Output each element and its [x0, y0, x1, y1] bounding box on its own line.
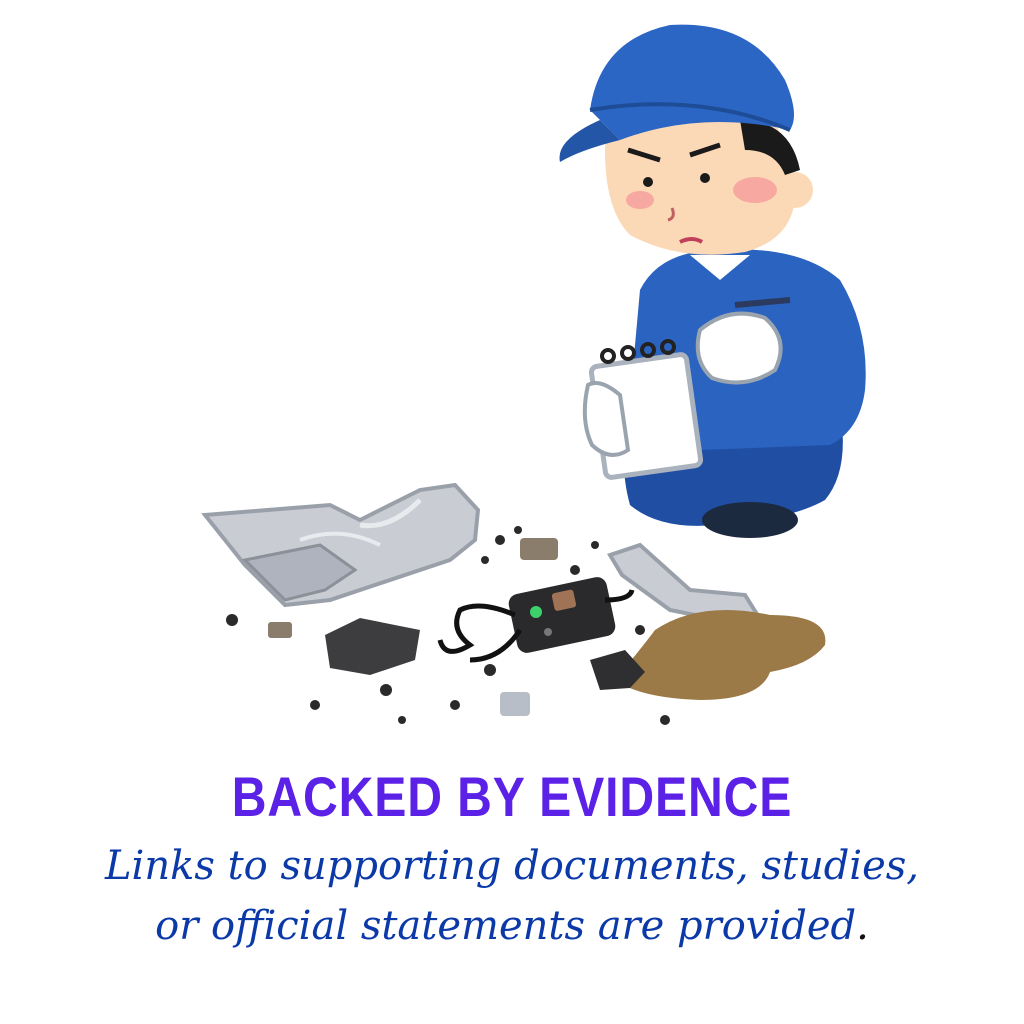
shoe-icon [702, 502, 798, 538]
debris-icon [226, 526, 670, 725]
inspector-figure [559, 24, 866, 538]
pen-icon [734, 297, 791, 308]
subtext-line-2-text: or official statements are provided [155, 903, 857, 949]
subtext-line-1: Links to supporting documents, studies, [104, 843, 920, 889]
subtext-line-2: or official statements are provided. [0, 898, 1024, 954]
device-icon [437, 577, 635, 663]
inspector-illustration [201, 24, 866, 725]
metal-sheet-debris [201, 482, 481, 608]
subtext-period: . [856, 903, 869, 949]
headline: BACKED BY EVIDENCE [231, 765, 793, 828]
puddle-icon [615, 610, 826, 700]
cap-icon [559, 24, 794, 162]
